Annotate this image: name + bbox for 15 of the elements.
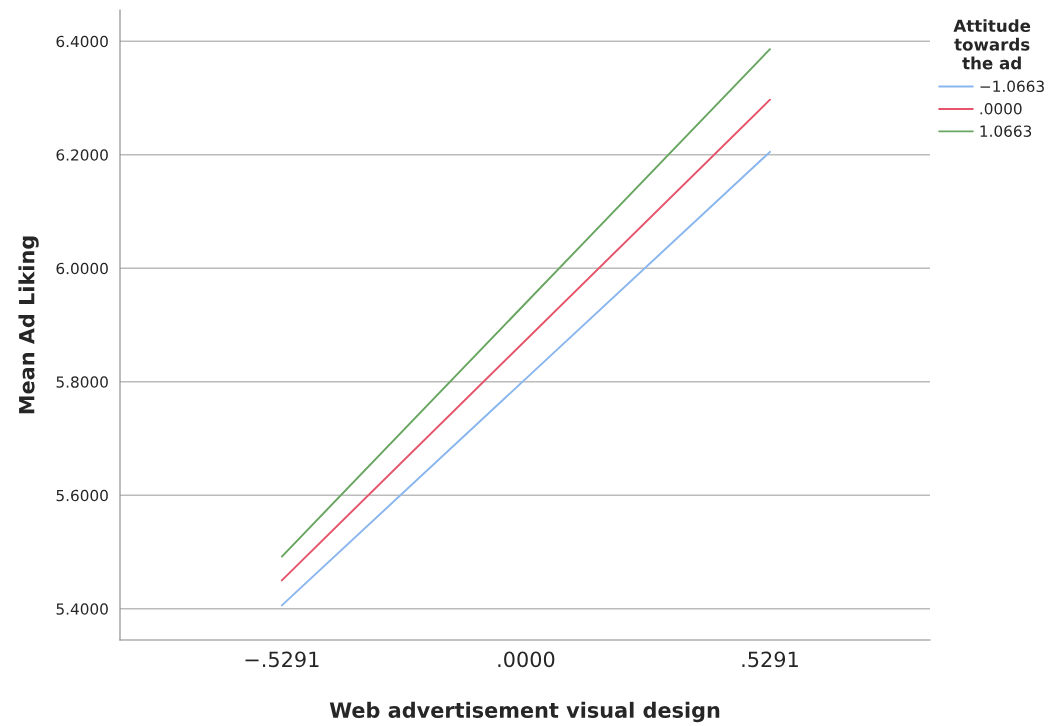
x-axis-title: Web advertisement visual design [329,701,720,723]
y-tick-label: 6.4000 [56,35,108,48]
y-tick-label: 5.4000 [56,603,108,615]
legend-label: −1.0663 [980,80,1044,93]
x-tick-label: .5291 [742,651,798,668]
y-tick-label: 5.6000 [56,489,108,502]
y-tick-label: 5.8000 [56,376,108,388]
legend-label: 1.0663 [980,125,1032,137]
x-tick-label: −.5291 [245,651,319,668]
x-tick-label: .0000 [498,651,555,668]
legend-title: Attitude towards the ad [953,19,1031,70]
legend-label: .0000 [980,102,1022,115]
y-axis-title: Mean Ad Liking [18,236,39,414]
y-tick-label: 6.2000 [56,149,108,161]
y-tick-label: 6.0000 [56,262,108,275]
